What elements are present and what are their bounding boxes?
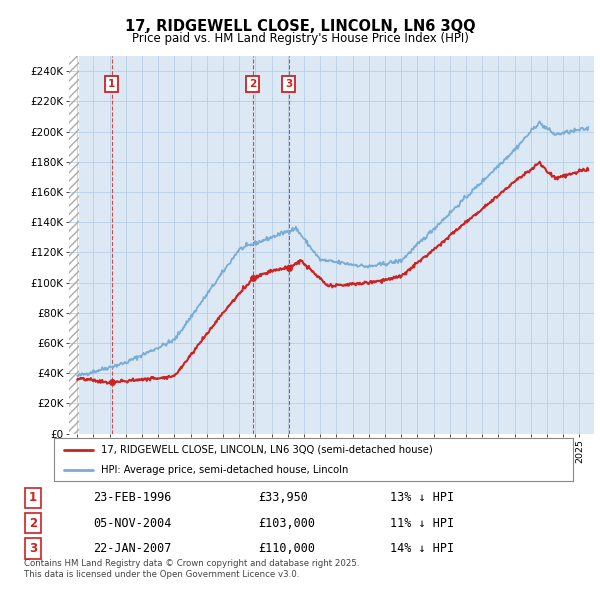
Text: 3: 3 xyxy=(285,80,292,89)
Text: 17, RIDGEWELL CLOSE, LINCOLN, LN6 3QQ (semi-detached house): 17, RIDGEWELL CLOSE, LINCOLN, LN6 3QQ (s… xyxy=(101,445,433,455)
Text: £110,000: £110,000 xyxy=(258,542,315,555)
Text: 05-NOV-2004: 05-NOV-2004 xyxy=(93,517,172,530)
Text: £103,000: £103,000 xyxy=(258,517,315,530)
Text: 17, RIDGEWELL CLOSE, LINCOLN, LN6 3QQ: 17, RIDGEWELL CLOSE, LINCOLN, LN6 3QQ xyxy=(125,19,475,34)
Text: 1: 1 xyxy=(108,80,115,89)
Text: 1: 1 xyxy=(29,491,37,504)
Polygon shape xyxy=(69,56,79,434)
Text: 3: 3 xyxy=(29,542,37,555)
Text: £33,950: £33,950 xyxy=(258,491,308,504)
Text: 2: 2 xyxy=(249,80,256,89)
Text: 13% ↓ HPI: 13% ↓ HPI xyxy=(390,491,454,504)
Text: 11% ↓ HPI: 11% ↓ HPI xyxy=(390,517,454,530)
Text: Contains HM Land Registry data © Crown copyright and database right 2025.
This d: Contains HM Land Registry data © Crown c… xyxy=(24,559,359,579)
Text: 23-FEB-1996: 23-FEB-1996 xyxy=(93,491,172,504)
Text: Price paid vs. HM Land Registry's House Price Index (HPI): Price paid vs. HM Land Registry's House … xyxy=(131,32,469,45)
Text: HPI: Average price, semi-detached house, Lincoln: HPI: Average price, semi-detached house,… xyxy=(101,466,348,475)
Text: 22-JAN-2007: 22-JAN-2007 xyxy=(93,542,172,555)
Text: 14% ↓ HPI: 14% ↓ HPI xyxy=(390,542,454,555)
Text: 2: 2 xyxy=(29,517,37,530)
